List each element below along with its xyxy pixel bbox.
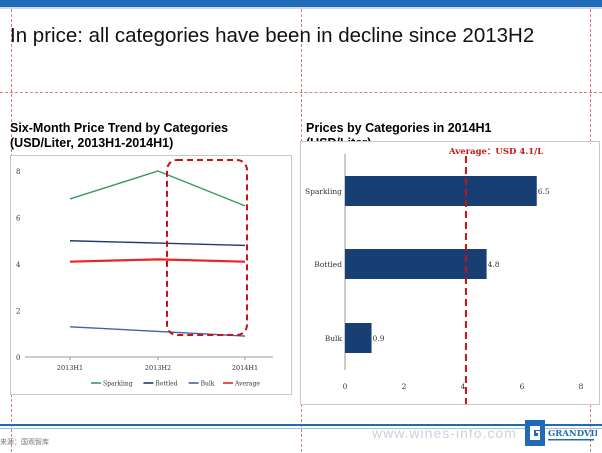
y-tick-label: 2: [16, 308, 20, 316]
watermark: www.wines-info.com: [372, 425, 517, 441]
line-chart-panel: 0 2 4 6 8 2013H1 2013H2 2014H1 Sparkling Bottled B…: [10, 155, 292, 395]
series-line-bulk: [69, 326, 246, 337]
category-label: Bottled: [314, 260, 342, 269]
y-tick-label: 6: [16, 215, 21, 223]
y-tick-label: 4: [16, 261, 21, 269]
category-label: Bulk: [325, 334, 343, 343]
y-tick-label: 0: [16, 354, 20, 362]
y-tick-label: 8: [16, 168, 20, 176]
series-line-bottled: [69, 240, 246, 247]
series-line-sparkling: [69, 170, 246, 207]
legend-label: Average: [234, 381, 260, 388]
x-tick-label: 2013H1: [57, 364, 83, 372]
bar-value-label: 6.5: [538, 187, 550, 196]
legend-label: Bottled: [155, 381, 177, 388]
logo-mark: [525, 420, 545, 446]
bar-chart: Sparkling 6.5 Bottled 4.8 Bulk 0.9 0 2 4 6 8 Averag…: [305, 147, 584, 404]
bar-bottled: [345, 249, 487, 279]
legend-label: Bulk: [201, 381, 215, 388]
x-tick-label: 4: [461, 382, 466, 391]
legend-label: Sparkling: [103, 381, 133, 388]
footer-line: [0, 424, 602, 426]
top-accent-stripe: [0, 7, 602, 9]
x-tick-label: 0: [343, 382, 348, 391]
footer-source: 来源：国观智库: [0, 439, 49, 446]
guide-line: [0, 92, 602, 93]
slide-headline: In price: all categories have been in de…: [10, 24, 535, 47]
bar-sparkling: [345, 176, 537, 206]
right-chart-title: Prices by Categories in 2014H1 (USD/Lite…: [306, 121, 492, 141]
x-tick-label: 2013H2: [145, 364, 171, 372]
bar-chart-panel: Sparkling 6.5 Bottled 4.8 Bulk 0.9 0 2 4 6 8 Averag…: [300, 141, 600, 405]
highlight-box: [166, 159, 248, 336]
bar-value-label: 0.9: [373, 334, 385, 343]
grandview-logo: GRANDVIEW: [525, 418, 602, 448]
x-tick-label: 2: [402, 382, 407, 391]
x-tick-label: 8: [579, 382, 584, 391]
x-tick-label: 2014H1: [232, 364, 258, 372]
bar-bulk: [345, 323, 372, 353]
bar-value-label: 4.8: [488, 260, 500, 269]
series-line-average: [69, 258, 246, 263]
footer-line-thin: [0, 428, 602, 429]
logo-underline: [548, 439, 594, 441]
x-tick-label: 6: [520, 382, 525, 391]
logo-text: GRANDVIEW: [548, 429, 597, 439]
line-chart: 0 2 4 6 8 2013H1 2013H2 2014H1 Sparkling Bottled B…: [16, 159, 273, 388]
average-note-label: Average：USD 4.1/L: [448, 147, 543, 157]
logo-glyph: [530, 426, 540, 440]
top-accent-bar: [0, 0, 602, 7]
category-label: Sparkling: [305, 187, 342, 196]
left-chart-title: Six-Month Price Trend by Categories (USD…: [10, 121, 229, 150]
